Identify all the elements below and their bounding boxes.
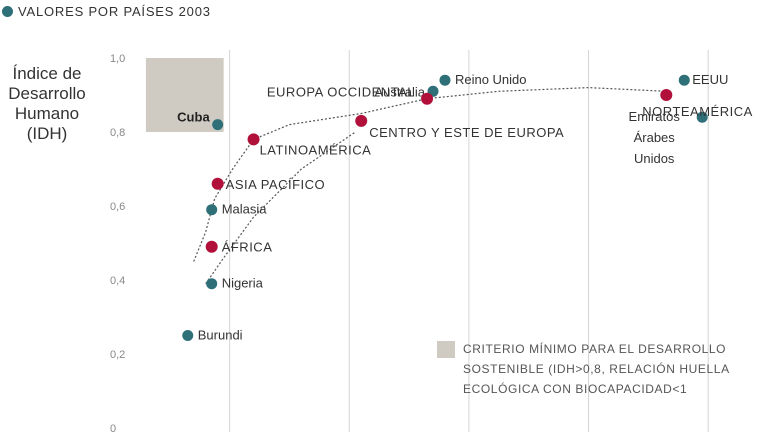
trend-line-lower bbox=[205, 131, 356, 285]
region-label: NORTEAMÉRICA bbox=[642, 104, 753, 119]
region-point bbox=[247, 133, 260, 146]
country-label: Cuba bbox=[177, 110, 210, 125]
country-point bbox=[206, 278, 218, 290]
legend-zone-label: SOSTENIBLE (IDH>0,8, RELACIÓN HUELLA bbox=[463, 361, 730, 376]
country-point bbox=[439, 74, 451, 86]
country-point bbox=[678, 74, 690, 86]
region-label: ÁFRICA bbox=[222, 240, 273, 255]
region-label: ASIA PACÍFICO bbox=[226, 177, 325, 192]
sustainable-zone bbox=[145, 58, 224, 132]
chart-title: VALORES POR PAÍSES 2003 bbox=[18, 3, 211, 19]
chart-header: VALORES POR PAÍSES 2003 bbox=[2, 3, 211, 19]
region-point bbox=[660, 89, 673, 101]
country-label: Reino Unido bbox=[455, 72, 527, 87]
country-point bbox=[212, 119, 224, 131]
country-label: EEUU bbox=[692, 72, 728, 87]
y-tick-label: 0,4 bbox=[110, 275, 125, 287]
y-tick-label: 0 bbox=[110, 423, 116, 432]
country-point bbox=[696, 111, 708, 123]
region-point bbox=[211, 177, 224, 190]
y-tick-label: 1,0 bbox=[110, 53, 125, 65]
y-axis-label: Índice de Desarrollo Humano (IDH) bbox=[8, 64, 86, 143]
legend-zone-swatch bbox=[437, 341, 455, 358]
region-point bbox=[421, 92, 434, 105]
region-label: CENTRO Y ESTE DE EUROPA bbox=[369, 125, 564, 140]
country-label: Australia bbox=[374, 84, 425, 99]
country-marker-legend-icon bbox=[2, 5, 13, 17]
region-point bbox=[355, 114, 368, 127]
legend-zone-label: CRITERIO MÍNIMO PARA EL DESARROLLO bbox=[463, 341, 726, 356]
y-tick-label: 0,8 bbox=[110, 127, 125, 139]
country-label: Nigeria bbox=[222, 276, 264, 291]
trend-line-upper bbox=[193, 86, 667, 262]
country-label: Malasia bbox=[222, 202, 268, 217]
region-point bbox=[205, 240, 218, 253]
country-point bbox=[206, 204, 218, 216]
country-label: Emiratos Árabes Unidos bbox=[629, 109, 681, 166]
legend-zone-label: ECOLÓGICA CON BIOCAPACIDAD<1 bbox=[463, 381, 687, 396]
y-tick-label: 0,2 bbox=[110, 349, 125, 361]
country-point bbox=[182, 330, 194, 341]
country-label: Burundi bbox=[198, 328, 243, 343]
y-tick-label: 0,6 bbox=[110, 201, 125, 213]
region-label: LATINOAMÉRICA bbox=[260, 142, 372, 157]
region-label: EUROPA OCCIDENTAL bbox=[267, 85, 415, 100]
